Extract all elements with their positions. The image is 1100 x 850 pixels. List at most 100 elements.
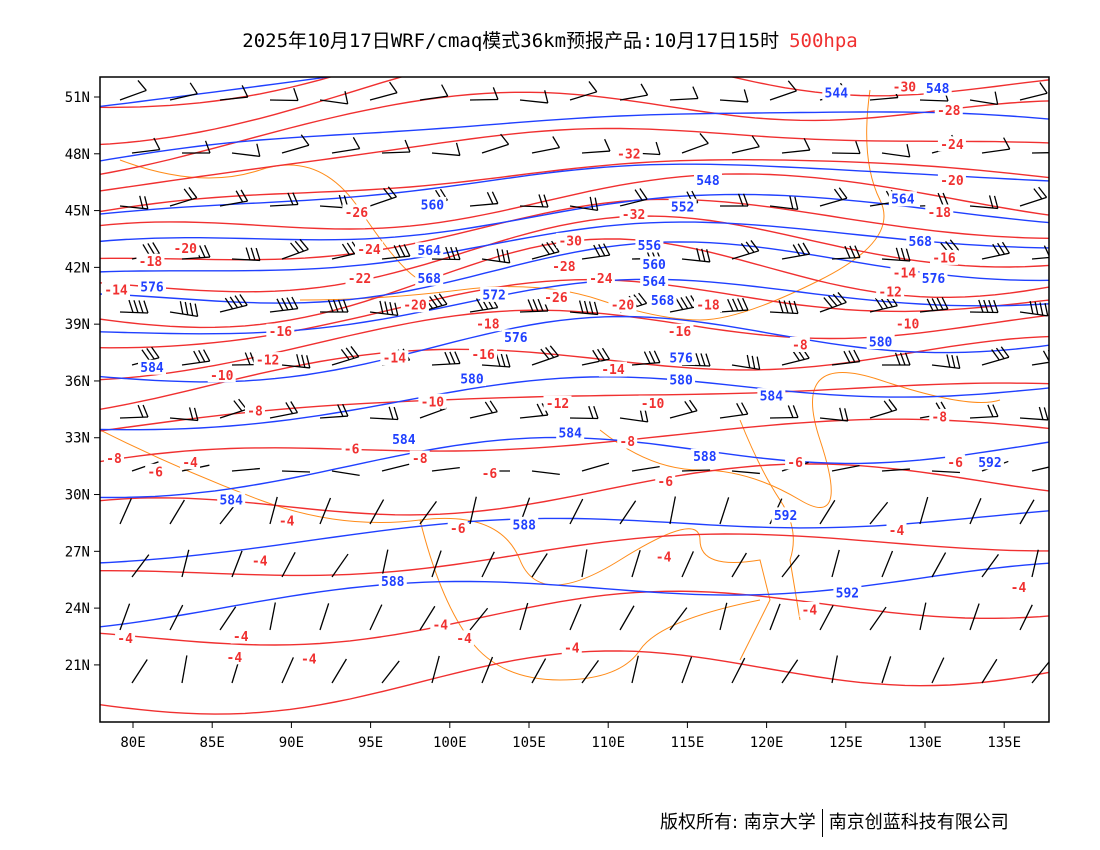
wind-barb <box>281 657 294 684</box>
wind-barb <box>719 297 749 313</box>
border-line <box>100 429 771 661</box>
wind-barb <box>119 195 149 210</box>
temperature-label-bg <box>890 265 919 281</box>
height-label: 568 <box>909 235 933 250</box>
wind-barb <box>819 187 848 207</box>
footer: 版权所有: 南京大学 南京创蓝科技有限公司 <box>660 808 1009 837</box>
height-label: 592 <box>774 509 797 524</box>
height-label: 552 <box>671 200 694 215</box>
height-label-bg <box>919 270 948 286</box>
wind-barb <box>320 299 349 313</box>
wind-barb <box>581 659 599 684</box>
height-label: 556 <box>638 239 662 254</box>
height-label: 564 <box>642 275 666 290</box>
wind-barb <box>719 89 749 103</box>
wind-barb <box>769 80 797 101</box>
temperature-label-bg <box>341 441 362 457</box>
temperature-label: -8 <box>619 435 635 450</box>
wind-barb <box>731 470 760 475</box>
wind-barb <box>969 603 980 631</box>
height-contour <box>100 510 1049 564</box>
height-label-bg <box>138 279 167 295</box>
wind-barb <box>931 552 947 578</box>
wind-barb <box>182 140 211 154</box>
temperature-label: -16 <box>471 348 495 363</box>
height-label-bg <box>480 286 509 302</box>
temperature-label: -4 <box>802 604 818 619</box>
temperature-label: -16 <box>269 325 293 340</box>
wind-barb <box>531 136 561 154</box>
temperature-label-bg <box>1008 579 1029 595</box>
wind-barb <box>169 407 199 422</box>
wind-barb <box>381 139 411 154</box>
height-contour <box>100 221 1049 273</box>
wind-barbs <box>119 80 1049 684</box>
wind-barb <box>369 604 383 631</box>
wind-barb <box>431 351 461 366</box>
temperature-label: -32 <box>617 147 640 162</box>
height-label-bg <box>888 191 917 207</box>
company-name: 南京创蓝科技有限公司 <box>828 812 1009 833</box>
wind-barb <box>181 549 190 578</box>
wind-barb <box>1019 406 1049 421</box>
temperature-contour <box>100 533 1049 577</box>
wind-barb <box>319 497 332 525</box>
temperature-label: -32 <box>622 208 645 223</box>
wind-barb <box>319 403 349 419</box>
temperature-label: -6 <box>344 443 360 458</box>
wind-barb <box>231 467 260 472</box>
wind-barb <box>919 297 949 313</box>
wind-barb <box>881 656 892 684</box>
lat-tick-label: 36N <box>65 374 90 390</box>
wind-barb <box>219 294 248 313</box>
wind-barb <box>681 133 709 154</box>
temperature-label-bg <box>876 283 905 299</box>
height-label-bg <box>640 273 669 289</box>
wind-barb <box>1019 604 1033 631</box>
temperature-label-bg <box>929 408 950 424</box>
wind-barb <box>781 659 799 684</box>
temperature-label-bg <box>945 454 966 470</box>
wind-barb <box>731 240 760 260</box>
wind-barb <box>619 605 635 631</box>
height-label: 560 <box>642 258 666 273</box>
temperature-label: -6 <box>787 456 803 471</box>
lat-tick-label: 39N <box>65 317 90 333</box>
temperature-label: -20 <box>403 299 427 314</box>
wind-barb <box>269 401 299 419</box>
height-label-bg <box>415 242 444 258</box>
height-label: 584 <box>558 426 582 441</box>
temperature-label: -16 <box>668 325 692 340</box>
height-label: 580 <box>869 336 893 351</box>
height-label: 544 <box>825 87 849 102</box>
temperature-label-bg <box>136 253 165 269</box>
temperature-label-bg <box>230 628 251 644</box>
temperature-label-bg <box>785 454 806 470</box>
wind-barb <box>819 292 847 313</box>
temperature-label-bg <box>103 450 124 466</box>
temperature-label: -16 <box>932 251 956 266</box>
wind-barb <box>269 602 276 631</box>
temperature-label-bg <box>400 297 429 313</box>
wind-barb <box>669 86 699 101</box>
temperature-label: -12 <box>546 397 569 412</box>
temperature-labels: -30 -28 -24 -20 -18 -16 -14 -12 -10 -8 -8 -6 -32 -32 -… <box>102 79 1029 668</box>
wind-barb <box>831 349 861 366</box>
temperature-contour <box>100 215 1049 293</box>
temperature-contour <box>100 158 1049 213</box>
temperature-label: -8 <box>931 410 947 425</box>
wind-barb <box>631 350 661 366</box>
wind-barb <box>131 137 161 154</box>
temperature-contour <box>100 590 1049 646</box>
lat-tick-label: 27N <box>65 544 90 560</box>
height-label: 584 <box>760 390 784 405</box>
wind-barb <box>469 496 477 525</box>
height-label: 548 <box>696 174 720 189</box>
temperature-label-bg <box>454 630 475 646</box>
temperature-label: -4 <box>301 653 317 668</box>
temperature-label-bg <box>886 522 907 538</box>
temperature-contour <box>100 335 1049 411</box>
wind-barb <box>1031 660 1049 684</box>
temperature-label: -12 <box>256 354 279 369</box>
wind-barb <box>869 606 887 631</box>
